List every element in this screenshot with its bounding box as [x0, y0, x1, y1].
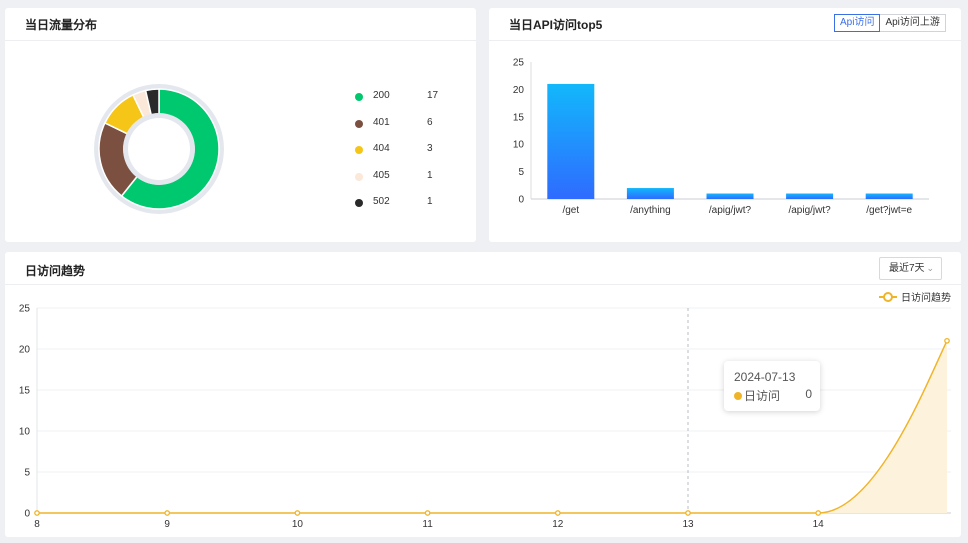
- bar-1: [626, 188, 674, 199]
- tooltip-series-name: 日访问: [744, 389, 781, 403]
- x-tick-label: /anything: [630, 205, 671, 216]
- data-point: [34, 510, 40, 516]
- y-tick-label: 15: [19, 386, 31, 397]
- legend-count: 6: [427, 116, 433, 128]
- daily-trend-line-chart: 0 5 10 15 20 25 8 9 10 11 12 13 14: [19, 304, 951, 530]
- trend-card-title: 日访问趋势: [25, 264, 86, 278]
- traffic-distribution-card: 当日流量分布 200 17 401 6 404 3 405 1 502 1: [5, 8, 476, 242]
- bar-4: [865, 193, 913, 199]
- api-card-divider: [489, 40, 961, 41]
- y-tick-label: 25: [513, 58, 525, 69]
- x-tick-label: 13: [682, 519, 694, 530]
- x-tick-label: /apig/jwt?: [788, 205, 831, 216]
- y-tick-label: 20: [19, 345, 31, 356]
- bar-3: [786, 193, 834, 199]
- x-tick-label: 8: [34, 519, 40, 530]
- legend-code: 401: [373, 116, 390, 128]
- y-tick-label: 10: [19, 427, 31, 438]
- api-top5-card: 0 5 10 15 20 25/get/anything/apig/jwt? /apig/j…: [489, 8, 961, 242]
- legend-count: 1: [427, 169, 433, 181]
- y-tick-label: 10: [513, 140, 525, 151]
- x-tick-label: 14: [813, 519, 825, 530]
- trend-line: [37, 340, 948, 514]
- trend-legend[interactable]: 日访问趋势: [879, 289, 951, 304]
- bar-0: [547, 83, 595, 199]
- daily-trend-card: 0 5 10 15 20 25 8 9 10 11 12 13 14 日访问趋势 最近7天 ⌄ 日访问趋…: [5, 252, 961, 537]
- x-tick-label: /get: [562, 205, 579, 216]
- legend-count: 17: [427, 90, 439, 101]
- x-tick-label: 11: [422, 519, 433, 530]
- data-point: [815, 510, 822, 516]
- legend-dot: [355, 199, 363, 207]
- date-range-select[interactable]: 最近7天 ⌄: [879, 257, 942, 280]
- tooltip-value: 0: [805, 387, 812, 401]
- data-point: [424, 510, 431, 516]
- api-upstream-toggle-button[interactable]: Api访问上游: [880, 14, 946, 32]
- date-range-value: 最近7天: [889, 263, 925, 274]
- legend-line-icon: [879, 291, 897, 302]
- trend-card-divider: [5, 284, 961, 285]
- legend-dot: [355, 172, 363, 181]
- data-point: [685, 510, 691, 516]
- data-point: [554, 510, 561, 516]
- x-tick-label: 10: [292, 519, 304, 530]
- y-tick-label: 5: [518, 167, 524, 178]
- legend-code: 405: [373, 169, 390, 181]
- legend-dot: [355, 119, 363, 128]
- api-top5-bar-chart: 0 5 10 15 20 25/get/anything/apig/jwt? /apig/j…: [513, 58, 929, 216]
- x-tick-label: /get?jwt=e: [866, 205, 912, 216]
- y-tick-label: 15: [513, 112, 525, 123]
- trend-legend-label: 日访问趋势: [901, 293, 951, 304]
- legend-dot: [355, 146, 363, 154]
- legend-count: 3: [427, 143, 433, 154]
- x-tick-label: 9: [164, 519, 170, 530]
- x-tick-label: 12: [552, 519, 564, 530]
- data-point: [164, 510, 171, 516]
- legend-code: 200: [373, 90, 390, 101]
- data-point: [944, 337, 950, 344]
- chevron-down-icon: ⌄: [926, 263, 934, 273]
- legend-dot: [355, 93, 363, 101]
- api-view-toggle: Api访问 Api访问上游: [834, 14, 946, 32]
- tooltip-date: 2024-07-13: [734, 370, 796, 384]
- tooltip-series-dot: [734, 392, 742, 400]
- api-access-toggle-button[interactable]: Api访问: [834, 14, 881, 32]
- legend-code: 502: [373, 196, 390, 207]
- data-point: [294, 510, 301, 516]
- legend-count: 1: [427, 196, 433, 207]
- y-tick-label: 0: [518, 195, 524, 206]
- traffic-card-divider: [5, 40, 476, 41]
- legend-code: 404: [373, 143, 390, 154]
- donut-hole: [128, 118, 190, 180]
- y-tick-label: 5: [24, 468, 30, 479]
- status-donut-chart: [94, 84, 224, 214]
- y-tick-label: 0: [24, 509, 30, 520]
- x-tick-label: /apig/jwt?: [709, 205, 752, 216]
- chart-tooltip: 2024-07-13 日访问 0: [724, 361, 820, 411]
- api-card-title: 当日API访问top5: [509, 18, 603, 32]
- traffic-card-title: 当日流量分布: [25, 18, 98, 32]
- y-tick-label: 20: [513, 85, 525, 96]
- bar-2: [706, 193, 754, 199]
- y-tick-label: 25: [19, 304, 31, 315]
